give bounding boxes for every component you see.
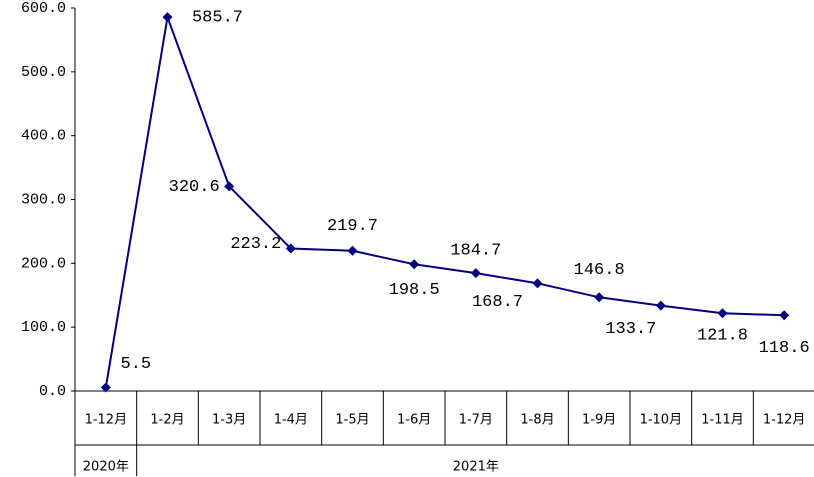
group-label: 2021年 (453, 460, 499, 475)
y-tick-label: 600.0 (21, 0, 66, 17)
y-tick-label: 300.0 (21, 191, 66, 208)
value-label: 133.7 (605, 320, 656, 339)
value-label: 118.6 (759, 339, 810, 358)
line (104, 13, 785, 388)
x-tick-label: 1-3月 (212, 413, 246, 428)
y-tick-label: 500.0 (21, 64, 66, 81)
marker (224, 181, 235, 192)
value-label: 184.7 (450, 242, 501, 261)
marker (470, 268, 481, 279)
x-tick-label: 1-7月 (459, 413, 493, 428)
value-label: 5.5 (121, 355, 152, 374)
marker (779, 310, 790, 321)
x-tick-label: 1-12月 (763, 413, 806, 428)
x-tick-label: 1-5月 (335, 413, 369, 428)
marker (717, 308, 728, 319)
x-tick-label: 1-11月 (701, 413, 744, 428)
x-tick-label: 1-2月 (150, 413, 184, 428)
value-label: 223.2 (230, 235, 281, 254)
marker (409, 259, 420, 270)
marker (162, 12, 173, 23)
marker (100, 382, 111, 393)
marker (285, 243, 296, 254)
x-tick-label: 1-8月 (520, 413, 554, 428)
x-tick-label: 1-12月 (85, 413, 128, 428)
x-tick-label: 1-10月 (640, 413, 683, 428)
value-label: 198.5 (389, 281, 440, 300)
value-label: 585.7 (192, 9, 243, 28)
y-tick-label: 400.0 (21, 128, 66, 145)
y-tick-label: 200.0 (21, 255, 66, 272)
x-tick-label: 1-6月 (397, 413, 431, 428)
marker (532, 278, 543, 289)
value-label: 146.8 (574, 261, 625, 280)
y-tick-label: 100.0 (21, 319, 66, 336)
value-label: 320.6 (169, 178, 220, 197)
y-tick-label: 0.0 (39, 383, 66, 400)
marker (347, 245, 358, 256)
x-tick-label: 1-4月 (274, 413, 308, 428)
value-label: 219.7 (327, 217, 378, 236)
value-label: 121.8 (697, 327, 748, 346)
group-label: 2020年 (83, 460, 129, 475)
marker (655, 300, 666, 311)
marker (594, 292, 605, 303)
value-label: 168.7 (472, 293, 523, 312)
x-tick-label: 1-9月 (582, 413, 616, 428)
